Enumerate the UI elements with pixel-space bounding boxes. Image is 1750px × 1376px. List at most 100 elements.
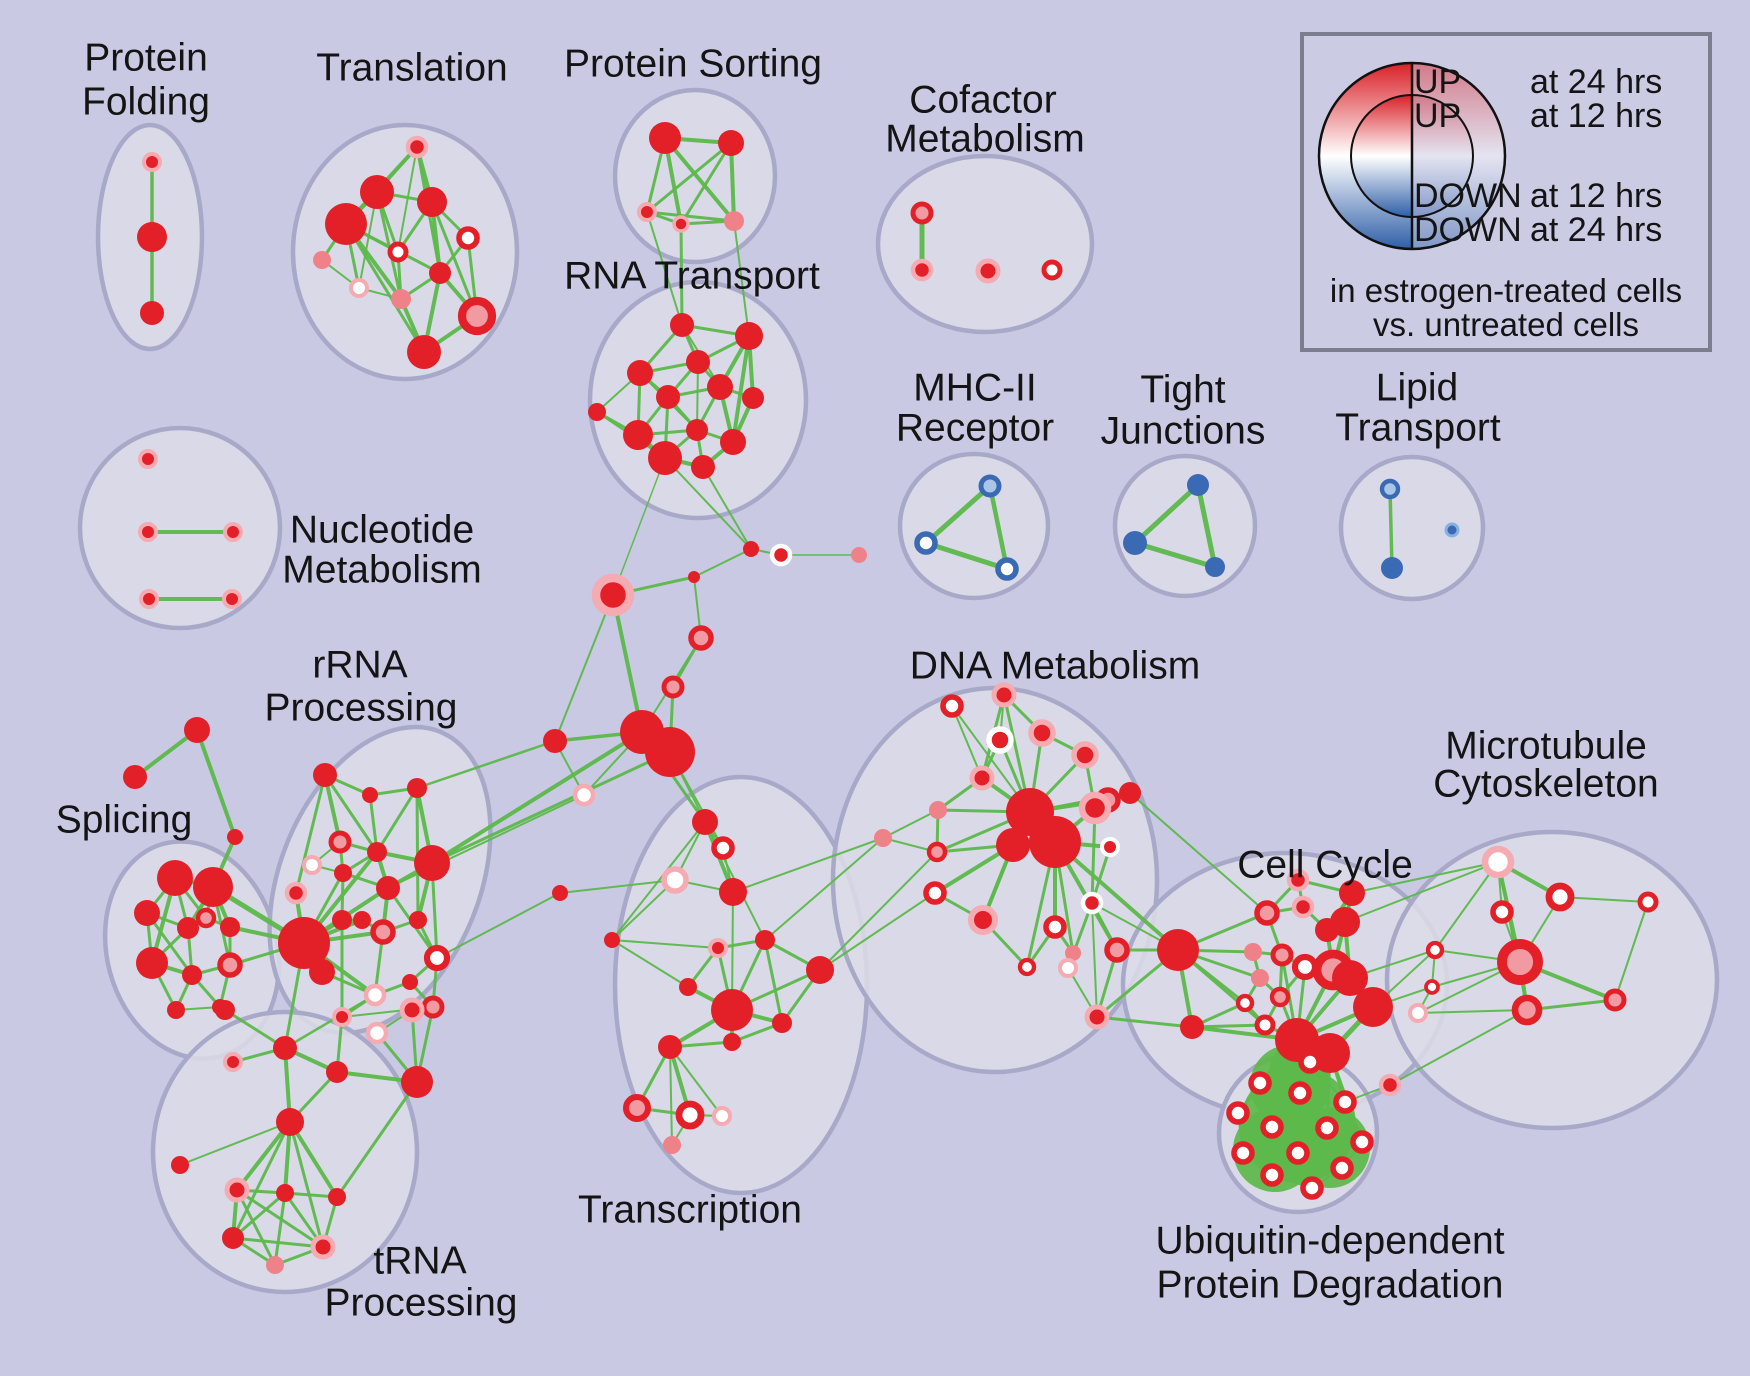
edge: [1434, 861, 1499, 951]
cluster-label-nucleotide-metabolism-line2: Metabolism: [282, 548, 481, 591]
node-rrna-processing-12: [409, 911, 427, 929]
edge: [729, 141, 736, 223]
cluster-label-protein-folding-line2: Folding: [82, 80, 210, 123]
cluster-label-splicing-line1: Splicing: [56, 798, 193, 841]
cluster-label-ubiquitin-degradation-line1: Ubiquitin-dependent: [1155, 1219, 1504, 1262]
node-transcription-7: [679, 978, 697, 996]
cluster-label-tight-junctions-line1: Tight: [1140, 368, 1225, 411]
node-rna-transport-2: [686, 350, 710, 374]
edge: [436, 892, 561, 959]
node-trna-processing-13: [310, 1234, 336, 1260]
node-microtubule-cytoskeleton-1: [1424, 979, 1440, 995]
cluster-label-nucleotide-metabolism-line1: Nucleotide: [290, 508, 474, 551]
node-rna-transport-10: [648, 441, 682, 475]
node-dna-metabolism-19: [1078, 791, 1112, 825]
node-cell-cycle-7: [1270, 943, 1294, 967]
edge: [231, 1236, 325, 1249]
edge: [415, 739, 557, 790]
cluster-label-transcription-line1: Transcription: [578, 1188, 802, 1231]
edge: [764, 837, 884, 941]
node-splicing-10: [217, 952, 243, 978]
node-protein-folding-0: [142, 152, 162, 172]
cluster-nucleotide-metabolism-region: [77, 425, 283, 631]
cluster-cofactor-metabolism-region: [875, 153, 1095, 335]
node-trna-processing-12: [222, 1227, 244, 1249]
node-tight-junctions-0: [1187, 474, 1209, 496]
node-connectors-10: [572, 783, 596, 807]
node-rrna-processing-5: [367, 842, 387, 862]
edge: [733, 220, 750, 337]
node-ubiquitin-degradation-10: [1260, 1163, 1284, 1187]
edge: [645, 210, 736, 223]
node-nucleotide-metabolism-2: [223, 522, 243, 542]
node-translation-10: [407, 335, 441, 369]
edge: [669, 1046, 673, 1146]
node-cell-cycle-3: [1291, 895, 1315, 919]
node-lipid-transport-2: [1444, 522, 1460, 538]
edge: [231, 1191, 287, 1240]
node-cofactor-metabolism-2: [975, 258, 1001, 284]
node-connectors-8: [552, 885, 568, 901]
node-transcription-0: [692, 809, 718, 835]
edge: [763, 938, 784, 1025]
node-cell-cycle-15: [1353, 987, 1393, 1027]
edge: [235, 1188, 277, 1267]
node-microtubule-cytoskeleton-9: [1637, 891, 1659, 913]
cluster-transcription-region: [612, 774, 870, 1196]
edge: [731, 334, 751, 444]
node-trna-processing-8: [171, 1156, 189, 1174]
node-translation-11: [313, 251, 331, 269]
node-microtubule-cytoskeleton-3: [1481, 845, 1515, 879]
cluster-label-trna-processing-line1: tRNA: [373, 1239, 466, 1282]
node-splicing-2: [227, 829, 243, 845]
node-protein-sorting-0: [649, 122, 681, 154]
cluster-mhc-ii-receptor-region: [897, 451, 1051, 601]
node-dna-metabolism-1: [1028, 719, 1056, 747]
edge: [179, 1121, 291, 1166]
node-dna-metabolism-2: [1071, 741, 1099, 769]
edge: [669, 1046, 723, 1117]
node-ubiquitin-degradation-4: [1260, 1115, 1284, 1139]
node-connectors-7: [645, 727, 695, 777]
node-trna-processing-0: [215, 1000, 235, 1020]
node-splicing-5: [134, 900, 160, 926]
cluster-label-rrna-processing-line1: rRNA: [312, 643, 407, 686]
legend-caption-line1: in estrogen-treated cells: [1329, 272, 1683, 309]
cluster-label-cofactor-metabolism-line2: Metabolism: [885, 117, 1084, 160]
edge: [732, 837, 884, 893]
node-lipid-transport-1: [1381, 557, 1403, 579]
node-ubiquitin-degradation-0: [1248, 1071, 1272, 1095]
node-rrna-processing-16: [402, 974, 418, 990]
node-trna-processing-5: [399, 997, 425, 1023]
node-splicing-6: [177, 917, 199, 939]
node-rrna-processing-4: [302, 855, 322, 875]
node-translation-2: [325, 203, 367, 245]
node-connectors-0: [743, 541, 759, 557]
node-dna-metabolism-11: [1100, 837, 1120, 857]
node-connectors-9: [543, 729, 567, 753]
node-rrna-processing-15: [423, 944, 451, 972]
edge: [288, 1120, 339, 1199]
legend-time-down-24: at 24 hrs: [1530, 211, 1663, 249]
node-rna-transport-5: [707, 374, 733, 400]
node-dna-metabolism-6: [926, 841, 948, 863]
node-rrna-processing-8: [414, 845, 450, 881]
node-cell-cycle-6: [1244, 943, 1262, 961]
node-dna-metabolism-22: [1084, 1004, 1110, 1030]
node-cell-cycle-2: [1254, 900, 1280, 926]
node-rrna-processing-20: [284, 881, 308, 905]
cluster-label-ubiquitin-degradation-line2: Protein Degradation: [1157, 1263, 1504, 1306]
node-dna-metabolism-16: [1065, 945, 1081, 961]
legend-dir-up-12: UP: [1414, 97, 1462, 135]
node-transcription-6: [806, 956, 834, 984]
cluster-label-protein-folding-line1: Protein: [84, 36, 208, 79]
edge: [559, 879, 676, 894]
edge: [231, 1120, 292, 1240]
node-splicing-0: [184, 717, 210, 743]
edge: [679, 141, 733, 226]
node-rrna-processing-0: [313, 763, 337, 787]
node-connectors-11: [851, 547, 867, 563]
node-cell-cycle-8: [1291, 953, 1319, 981]
node-dna-metabolism-14: [968, 905, 998, 935]
edge: [611, 939, 689, 988]
